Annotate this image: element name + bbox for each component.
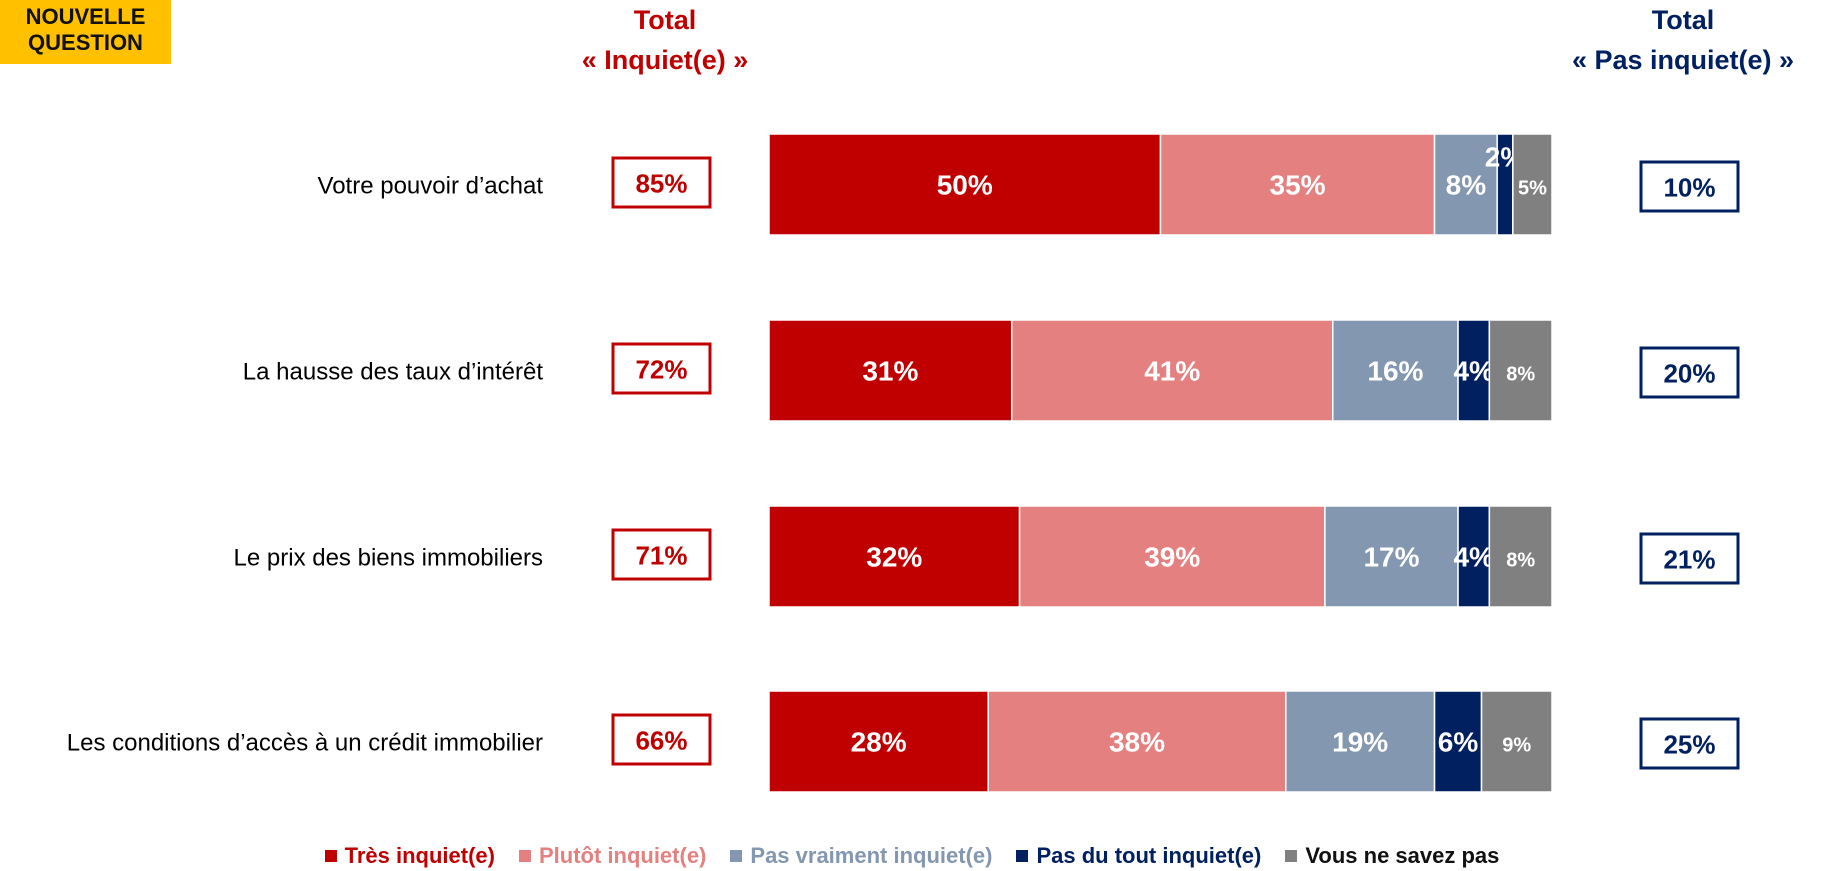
data-label: 6% (1438, 727, 1479, 758)
data-label: 19% (1332, 727, 1388, 758)
data-label: 8% (1506, 364, 1535, 386)
data-label: 35% (1270, 170, 1326, 201)
data-label: 17% (1363, 542, 1419, 573)
bar-segment (1332, 319, 1459, 422)
bar-segment (1488, 505, 1553, 608)
category-label: Les conditions d’accès à un crédit immob… (67, 730, 543, 757)
data-label: 41% (1144, 356, 1200, 387)
bar-segment (1433, 690, 1483, 793)
legend-label: Pas du tout inquiet(e) (1036, 843, 1262, 868)
data-label: 32% (866, 542, 922, 573)
total-pas-inquiet-value: 25% (1663, 730, 1715, 760)
total-inquiet-box (611, 713, 712, 766)
legend-item: Pas vraiment inquiet(e) (730, 843, 992, 869)
data-label: 16% (1367, 356, 1423, 387)
bar-segment (1018, 505, 1326, 608)
legend-swatch (518, 850, 531, 862)
new-question-badge: NOUVELLE QUESTION (0, 0, 171, 64)
bar-segment (1488, 319, 1553, 422)
total-pas-inquiet-box (1639, 717, 1740, 770)
legend-swatch (324, 850, 337, 862)
legend-swatch (1016, 850, 1029, 862)
data-label: 38% (1109, 727, 1165, 758)
bar-segment (1159, 133, 1436, 236)
total-inquiet-value: 72% (635, 355, 687, 385)
total-inquiet-value: 71% (635, 541, 687, 571)
data-label: 39% (1144, 542, 1200, 573)
bar-segment (1480, 690, 1553, 793)
bar-segment (1285, 690, 1436, 793)
data-label: 8% (1506, 550, 1535, 572)
badge-line-1: NOUVELLE (25, 4, 146, 29)
total-inquiet-box (611, 528, 712, 581)
total-pas-inquiet-box (1639, 532, 1740, 585)
legend-label: Très inquiet(e) (344, 843, 495, 868)
data-label: 5% (1518, 178, 1547, 200)
total-pas-inquiet-header-line-1: Total (1651, 5, 1715, 35)
data-label: 28% (851, 727, 907, 758)
bar-segment (1512, 133, 1553, 236)
legend-swatch (1285, 850, 1298, 862)
data-label: 4% (1453, 356, 1494, 387)
bar-segment (1010, 319, 1334, 422)
data-label: 4% (1453, 542, 1494, 573)
stacked-bar-chart: Votre pouvoir d’achat 85% 10%50% 35% 8%2%5%L… (67, 133, 1740, 793)
bar-segment (768, 505, 1021, 608)
total-inquiet-box (611, 156, 712, 209)
total-inquiet-header: Total « Inquiet(e) » (520, 0, 810, 80)
legend-item: Plutôt inquiet(e) (518, 843, 707, 869)
legend-label: Plutôt inquiet(e) (538, 843, 707, 868)
bar-segment (987, 690, 1287, 793)
badge-line-2: QUESTION (28, 30, 143, 55)
data-label: 8% (1446, 170, 1487, 201)
category-label: La hausse des taux d’intérêt (243, 359, 544, 386)
bar-segment (768, 690, 989, 793)
total-pas-inquiet-header: Total « Pas inquiet(e) » (1542, 0, 1824, 80)
legend-swatch (730, 850, 743, 862)
total-pas-inquiet-value: 21% (1663, 545, 1715, 575)
total-pas-inquiet-value: 20% (1663, 359, 1715, 389)
data-label: 9% (1502, 735, 1531, 757)
bar-segment (1457, 319, 1491, 422)
total-inquiet-value: 66% (635, 726, 687, 756)
legend-item: Vous ne savez pas (1285, 843, 1499, 869)
total-pas-inquiet-box (1639, 160, 1740, 213)
chart-legend: Très inquiet(e) Plutôt inquiet(e) Pas vrai… (0, 841, 1824, 871)
total-pas-inquiet-header-line-2: « Pas inquiet(e) » (1571, 45, 1795, 75)
legend-item: Pas du tout inquiet(e) (1016, 843, 1261, 869)
category-label: Votre pouvoir d’achat (318, 173, 544, 200)
total-pas-inquiet-box (1639, 346, 1740, 399)
total-pas-inquiet-value: 10% (1663, 173, 1715, 203)
legend-label: Pas vraiment inquiet(e) (750, 843, 993, 868)
total-inquiet-value: 85% (635, 169, 687, 199)
total-inquiet-header-line-2: « Inquiet(e) » (581, 45, 749, 75)
bar-segment (1324, 505, 1459, 608)
total-inquiet-header-line-1: Total (633, 5, 697, 35)
bar-segment (1433, 133, 1498, 236)
data-label: 31% (862, 356, 918, 387)
legend-item: Très inquiet(e) (324, 843, 495, 869)
data-label: 50% (937, 170, 993, 201)
category-label: Le prix des biens immobiliers (234, 545, 543, 572)
bar-segment (768, 133, 1162, 236)
total-inquiet-box (611, 342, 712, 395)
bar-segment (768, 319, 1013, 422)
legend-label: Vous ne savez pas (1305, 843, 1500, 868)
